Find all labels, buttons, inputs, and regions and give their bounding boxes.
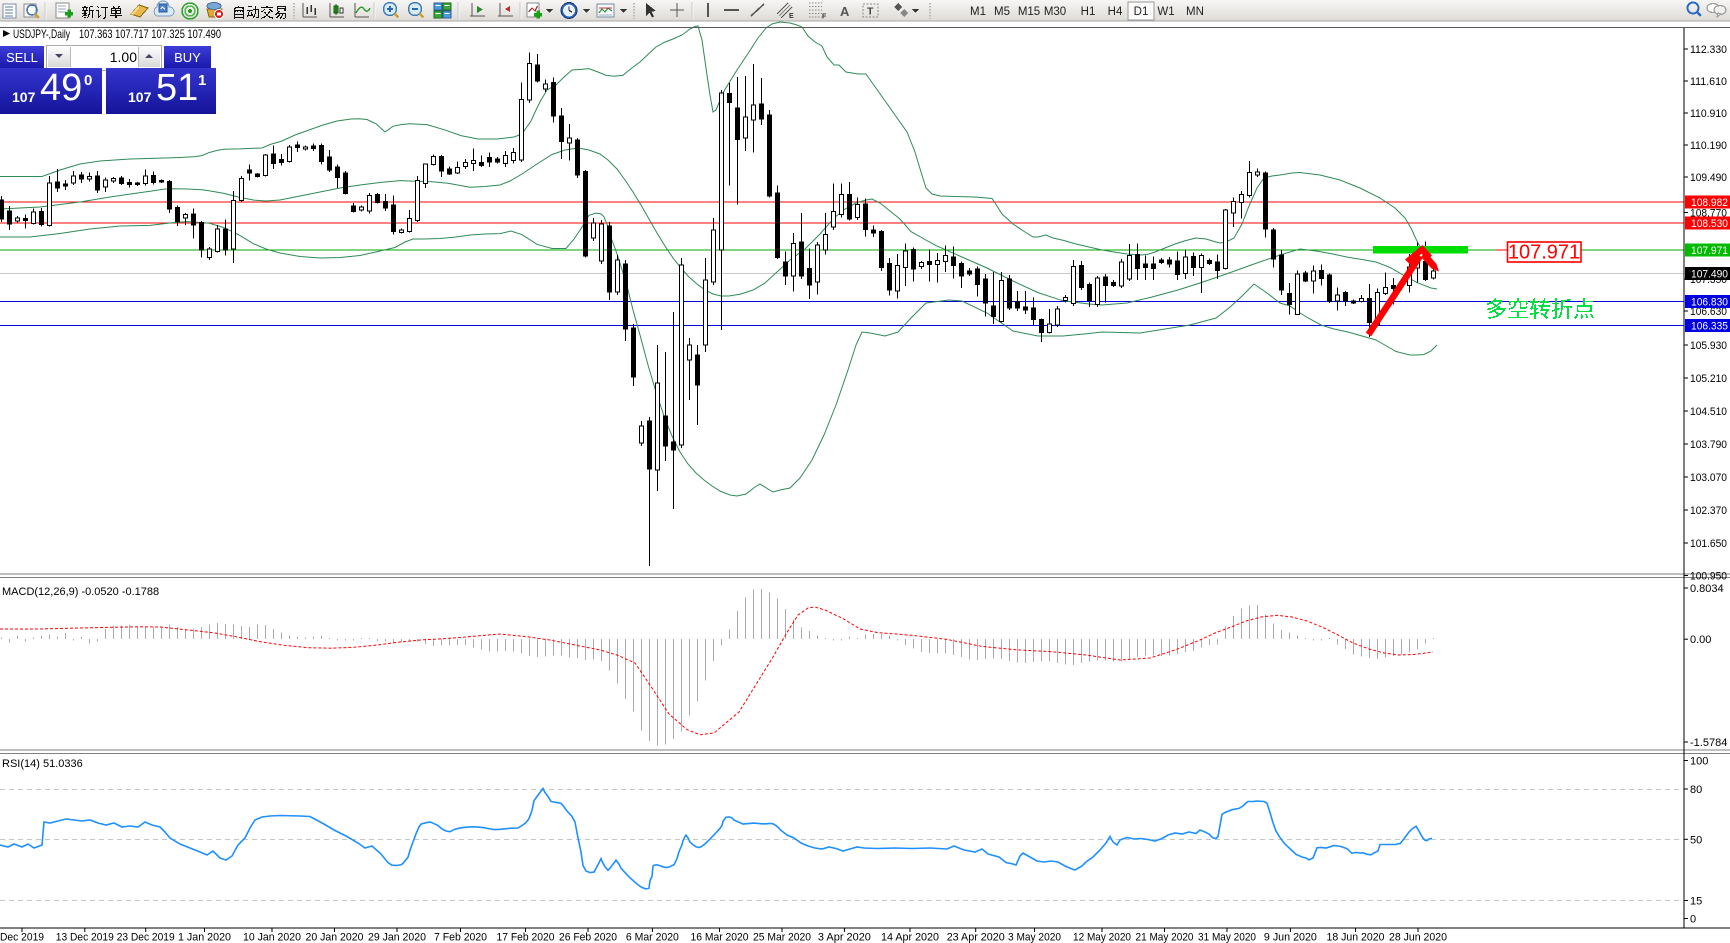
svg-text:M30: M30 [1044,6,1066,18]
svg-text:T: T [867,6,874,18]
svg-text:-1.5784: -1.5784 [1690,737,1727,749]
svg-text:9 Jun 2020: 9 Jun 2020 [1264,932,1317,943]
svg-text:15: 15 [1690,896,1702,908]
svg-text:23 Dec 2019: 23 Dec 2019 [117,932,175,943]
svg-text:105.930: 105.930 [1690,340,1727,352]
svg-text:25 Mar 2020: 25 Mar 2020 [753,932,811,943]
svg-text:13 Dec 2019: 13 Dec 2019 [56,932,114,943]
svg-text:103.790: 103.790 [1690,439,1727,451]
svg-text:108.530: 108.530 [1691,218,1728,230]
svg-text:M1: M1 [970,6,986,18]
svg-text:100: 100 [1690,756,1708,768]
svg-text:7 Feb 2020: 7 Feb 2020 [434,932,487,943]
svg-text:USDJPY-,Daily: USDJPY-,Daily [13,27,70,41]
svg-text:1 Jan 2020: 1 Jan 2020 [178,932,231,943]
svg-text:20 Jan 2020: 20 Jan 2020 [306,932,364,943]
svg-text:108.770: 108.770 [1690,208,1727,220]
svg-text:F: F [822,14,827,21]
svg-text:M15: M15 [1018,6,1040,18]
svg-text:0.00: 0.00 [1690,634,1711,646]
svg-text:108.982: 108.982 [1691,197,1728,209]
svg-text:103.070: 103.070 [1690,472,1727,484]
svg-text:10 Jan 2020: 10 Jan 2020 [243,932,301,943]
svg-text:E: E [789,13,794,20]
svg-text:50: 50 [1690,834,1702,846]
svg-text:21 May 2020: 21 May 2020 [1136,932,1194,943]
svg-text:104.510: 104.510 [1690,406,1727,418]
svg-text:D1: D1 [1134,6,1149,18]
svg-text:29 Jan 2020: 29 Jan 2020 [368,932,426,943]
svg-text:110.190: 110.190 [1690,140,1727,152]
svg-text:110.910: 110.910 [1690,108,1727,120]
svg-text:6 Mar 2020: 6 Mar 2020 [626,932,679,943]
svg-text:A: A [840,4,850,19]
svg-text:107.971: 107.971 [1691,245,1728,257]
svg-text:12 May 2020: 12 May 2020 [1073,932,1131,943]
svg-text:H1: H1 [1081,6,1096,18]
svg-text:3 Apr 2020: 3 Apr 2020 [818,932,871,943]
svg-text:102.370: 102.370 [1690,505,1727,517]
svg-text:RSI(14) 51.0336: RSI(14) 51.0336 [2,758,83,770]
svg-text:31 May 2020: 31 May 2020 [1198,932,1256,943]
svg-text:107.363 107.717 107.325 107.49: 107.363 107.717 107.325 107.490 [79,27,221,41]
svg-text:Dec 2019: Dec 2019 [0,932,44,943]
svg-text:109.490: 109.490 [1690,172,1727,184]
svg-text:112.330: 112.330 [1690,44,1727,56]
svg-text:26 Feb 2020: 26 Feb 2020 [559,932,617,943]
svg-text:23 Apr 2020: 23 Apr 2020 [947,932,1005,943]
svg-text:0.8034: 0.8034 [1690,583,1724,595]
svg-text:0: 0 [1690,914,1696,926]
svg-text:111.610: 111.610 [1690,76,1727,88]
svg-text:17 Feb 2020: 17 Feb 2020 [497,932,555,943]
svg-text:106.335: 106.335 [1691,320,1728,332]
svg-text:14 Apr 2020: 14 Apr 2020 [881,932,939,943]
svg-text:105.210: 105.210 [1690,373,1727,385]
svg-text:H4: H4 [1108,6,1123,18]
svg-text:101.650: 101.650 [1690,538,1727,550]
svg-text:MN: MN [1186,6,1204,18]
svg-text:16 Mar 2020: 16 Mar 2020 [691,932,749,943]
svg-text:18 Jun 2020: 18 Jun 2020 [1327,932,1385,943]
svg-text:W1: W1 [1157,6,1174,18]
svg-text:106.830: 106.830 [1691,296,1728,308]
svg-text:MACD(12,26,9) -0.0520 -0.1788: MACD(12,26,9) -0.0520 -0.1788 [2,586,159,598]
svg-text:M5: M5 [994,6,1010,18]
svg-text:100.950: 100.950 [1690,571,1727,583]
svg-text:107.490: 107.490 [1691,269,1728,281]
svg-text:3 May 2020: 3 May 2020 [1008,932,1061,943]
svg-text:107.971: 107.971 [1508,242,1580,264]
svg-text:80: 80 [1690,784,1702,796]
svg-text:28 Jun 2020: 28 Jun 2020 [1389,932,1447,943]
svg-text:106.630: 106.630 [1690,306,1727,318]
